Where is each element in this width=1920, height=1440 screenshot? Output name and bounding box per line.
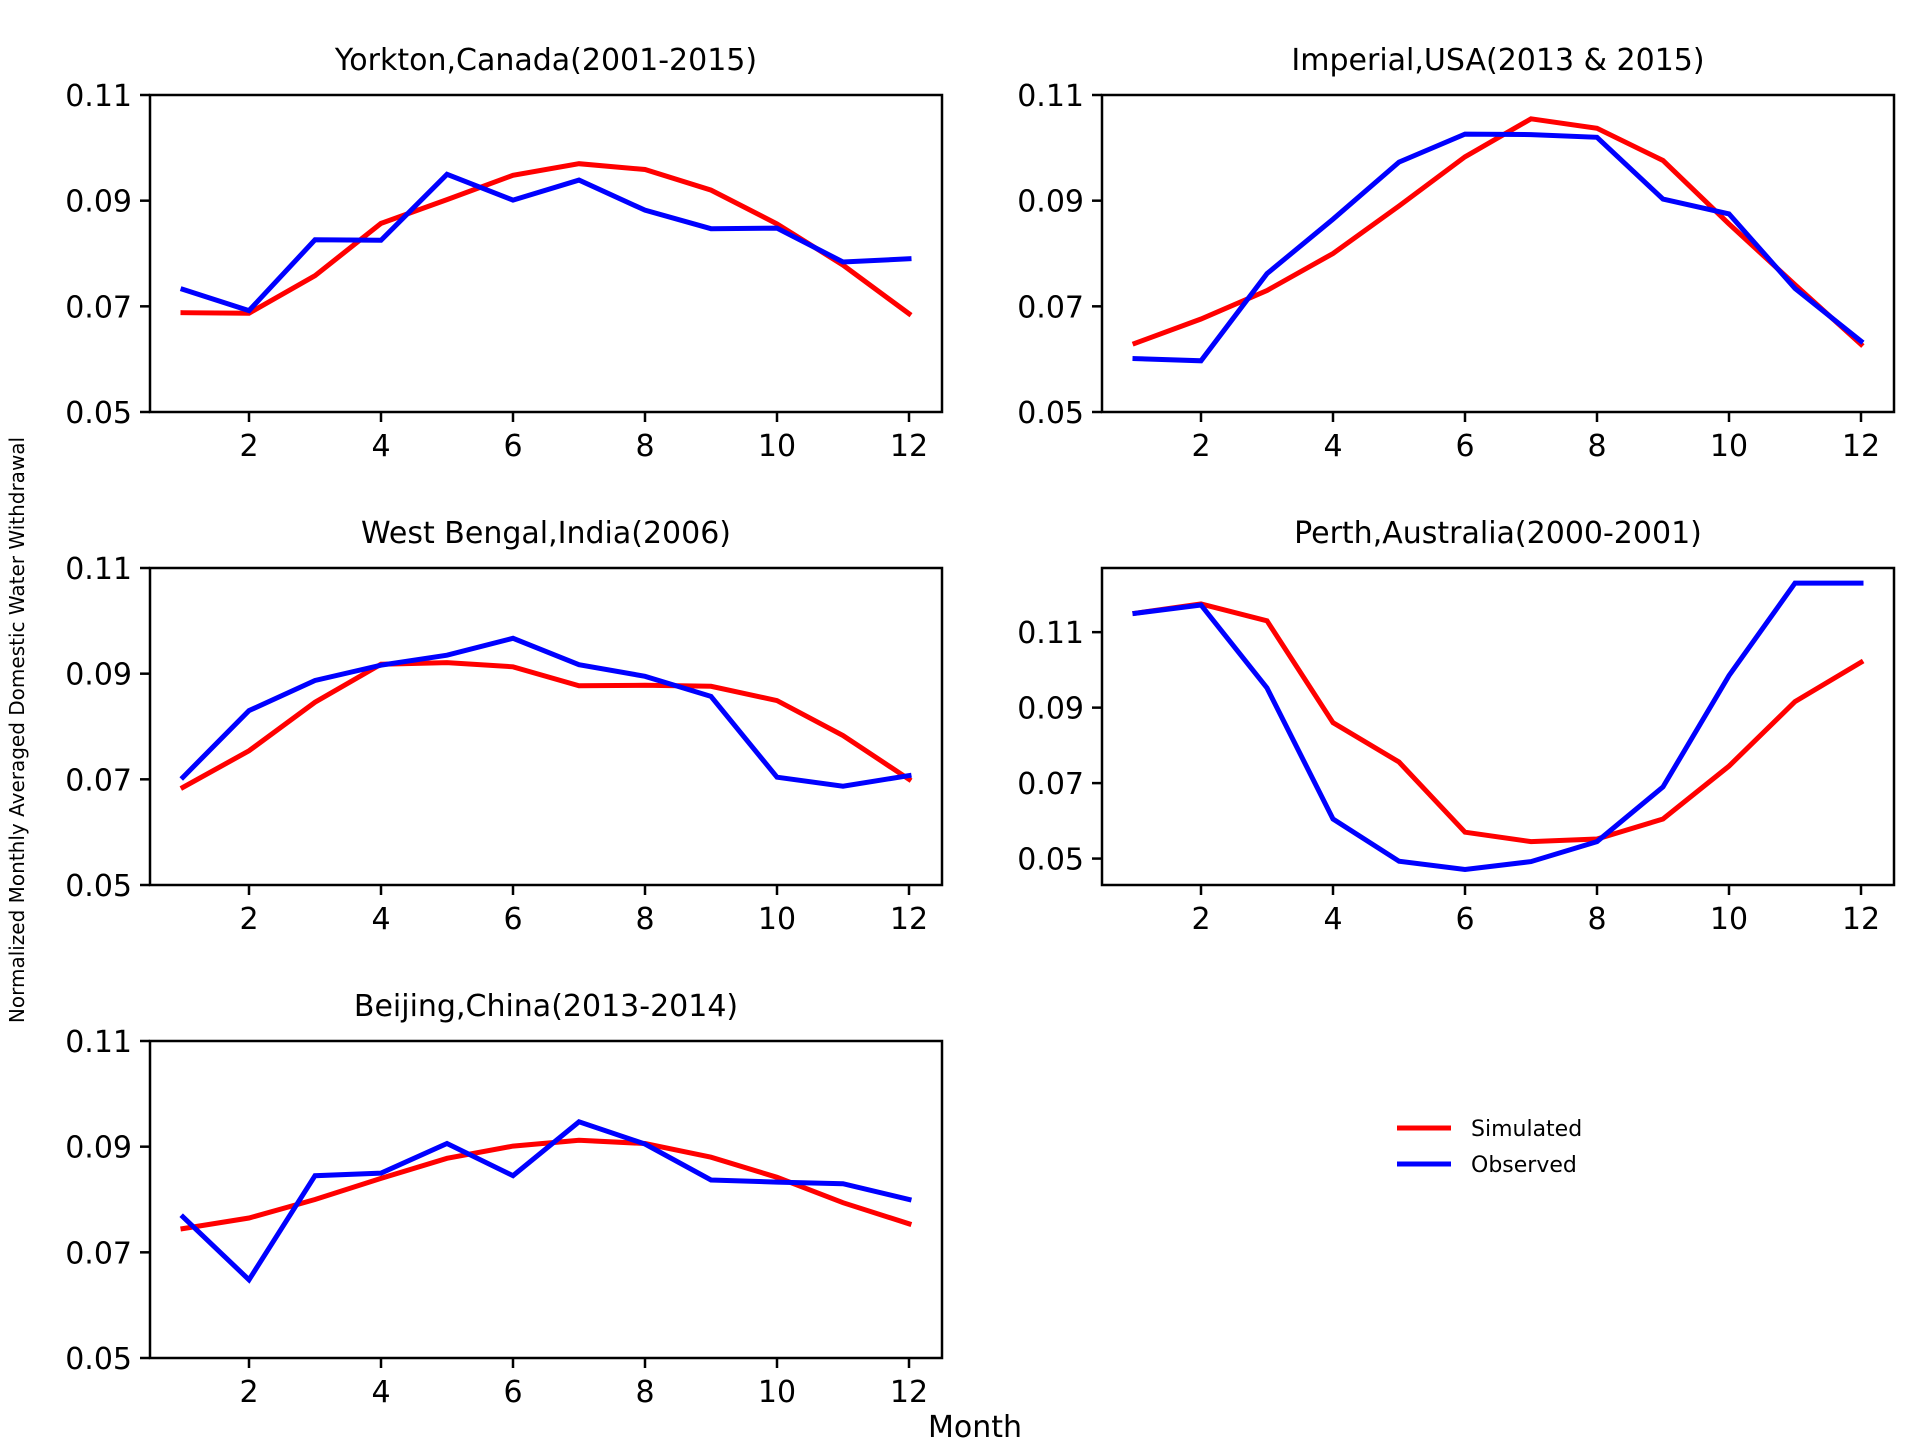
y-tick-label: 0.09: [1017, 692, 1084, 727]
axes-frame: [148, 566, 944, 887]
y-tick-label: 0.11: [65, 79, 132, 114]
y-tick-label: 0.09: [65, 185, 132, 220]
subplot-grid: Yorkton,Canada(2001-2015) 2 4 6 8 10 12 0.05 0.0…: [65, 43, 1896, 1410]
x-tick-label: 4: [1323, 902, 1342, 937]
x-tick-label: 12: [890, 1375, 928, 1410]
x-tick-label: 8: [635, 429, 654, 464]
series-line-observed: [179, 1118, 913, 1284]
panel-beijing: Beijing,China(2013-2014) 2 4 6 8 10 12 0.05 0.07…: [65, 989, 944, 1410]
x-tick-label: 2: [1191, 902, 1210, 937]
x-tick-label: 8: [635, 902, 654, 937]
x-tick-label: 4: [371, 902, 390, 937]
legend-label-observed: Observed: [1471, 1153, 1577, 1178]
axes-frame: [148, 93, 944, 414]
x-tick-label: 12: [1842, 902, 1880, 937]
panel-imperial: Imperial,USA(2013 & 2015) 2 4 6 8 10 12 0.05 0.0…: [1017, 43, 1896, 464]
x-tick-label: 10: [758, 902, 796, 937]
x-tick-label: 2: [239, 902, 258, 937]
x-tick-label: 10: [1710, 429, 1748, 464]
y-tick-label: 0.07: [1017, 290, 1084, 325]
y-tick-label: 0.11: [1017, 616, 1084, 651]
y-tick-label: 0.05: [1017, 396, 1084, 431]
y-tick-label: 0.09: [65, 1131, 132, 1166]
legend: Simulated Observed: [1397, 1117, 1582, 1178]
series-line-observed: [179, 171, 912, 314]
x-tick-label: 8: [1587, 429, 1606, 464]
y-tick-label: 0.11: [65, 552, 132, 587]
x-tick-label: 6: [503, 429, 522, 464]
figure-ylabel: Normalized Monthly Averaged Domestic Wat…: [5, 437, 29, 1023]
legend-label-simulated: Simulated: [1471, 1117, 1582, 1142]
x-tick-label: 4: [371, 429, 390, 464]
x-tick-label: 8: [635, 1375, 654, 1410]
x-tick-label: 10: [758, 1375, 796, 1410]
x-tick-label: 6: [503, 1375, 522, 1410]
x-tick-label: 2: [239, 429, 258, 464]
panel-title: Imperial,USA(2013 & 2015): [1291, 43, 1704, 78]
y-tick-label: 0.05: [65, 869, 132, 904]
x-tick-label: 10: [758, 429, 796, 464]
panel-title: Yorkton,Canada(2001-2015): [334, 43, 757, 78]
y-tick-label: 0.11: [1017, 79, 1084, 114]
x-tick-label: 2: [1191, 429, 1210, 464]
x-tick-label: 12: [1842, 429, 1880, 464]
x-tick-label: 6: [1455, 902, 1474, 937]
x-tick-label: 6: [503, 902, 522, 937]
x-tick-label: 4: [1323, 429, 1342, 464]
y-tick-label: 0.05: [1017, 843, 1084, 878]
series-line-simulated: [1131, 116, 1865, 348]
y-tick-label: 0.07: [65, 763, 132, 798]
x-tick-label: 6: [1455, 429, 1474, 464]
axes-frame: [1100, 93, 1896, 414]
y-tick-label: 0.09: [65, 658, 132, 693]
panel-title: Beijing,China(2013-2014): [354, 989, 738, 1024]
x-tick-label: 12: [890, 902, 928, 937]
y-tick-label: 0.05: [65, 1342, 132, 1377]
x-tick-label: 2: [239, 1375, 258, 1410]
y-tick-label: 0.07: [65, 290, 132, 325]
x-tick-label: 8: [1587, 902, 1606, 937]
series-line-simulated: [180, 161, 913, 318]
y-tick-label: 0.07: [1017, 767, 1084, 802]
panel-title: Perth,Australia(2000-2001): [1294, 516, 1702, 551]
y-tick-label: 0.09: [1017, 185, 1084, 220]
series-line-simulated: [179, 660, 913, 791]
panel-perth: Perth,Australia(2000-2001) 2 4 6 8 10 12 0.05 0.…: [1017, 516, 1896, 937]
series-line-simulated: [1132, 601, 1865, 845]
y-tick-label: 0.05: [65, 396, 132, 431]
panel-west-bengal: West Bengal,India(2006) 2 4 6 8 10 12 0.05 0.07 0…: [65, 516, 944, 937]
figure-xlabel: Month: [928, 1410, 1022, 1440]
axes-frame: [148, 1039, 944, 1360]
panel-title: West Bengal,India(2006): [361, 516, 731, 551]
series-line-observed: [1132, 131, 1865, 364]
x-tick-label: 10: [1710, 902, 1748, 937]
series-line-observed: [1132, 580, 1864, 873]
y-tick-label: 0.07: [65, 1236, 132, 1271]
x-tick-label: 4: [371, 1375, 390, 1410]
series-line-observed: [179, 635, 912, 789]
x-tick-label: 12: [890, 429, 928, 464]
y-tick-label: 0.11: [65, 1025, 132, 1060]
panel-yorkton: Yorkton,Canada(2001-2015) 2 4 6 8 10 12 0.05 0.0…: [65, 43, 944, 464]
axes-frame: [1100, 566, 1896, 887]
